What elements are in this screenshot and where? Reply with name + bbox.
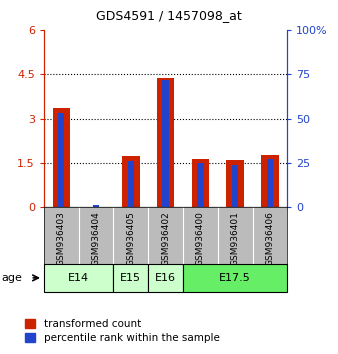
Bar [157,78,174,207]
Bar [58,113,65,207]
Text: GSM936404: GSM936404 [92,212,101,266]
Legend: transformed count, percentile rank within the sample: transformed count, percentile rank withi… [25,319,220,343]
Text: GSM936406: GSM936406 [265,212,274,267]
Bar [44,264,114,292]
Bar [192,159,209,207]
Bar [114,264,148,292]
Bar [148,264,183,292]
Bar [226,160,244,207]
Text: GSM936400: GSM936400 [196,212,205,267]
Bar [261,155,279,207]
Bar [197,163,203,207]
Text: GDS4591 / 1457098_at: GDS4591 / 1457098_at [96,9,242,22]
Bar [93,205,99,207]
Bar [183,264,287,292]
Bar [267,159,273,207]
Text: E15: E15 [120,273,141,283]
Bar [122,156,140,207]
Bar [53,108,70,207]
Bar [128,161,134,207]
Bar [232,165,238,207]
Text: GSM936401: GSM936401 [231,212,240,267]
Text: E17.5: E17.5 [219,273,251,283]
Text: GSM936402: GSM936402 [161,212,170,266]
Text: GSM936403: GSM936403 [57,212,66,267]
Text: E16: E16 [155,273,176,283]
Text: E14: E14 [68,273,89,283]
Text: age: age [2,273,23,283]
Text: GSM936405: GSM936405 [126,212,135,267]
Bar [163,80,169,207]
